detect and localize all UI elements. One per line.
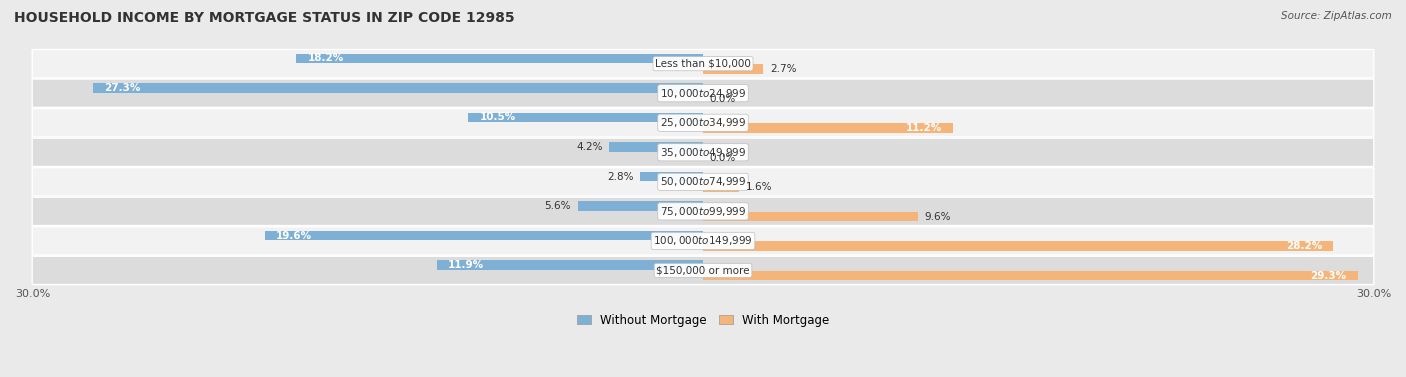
Text: 29.3%: 29.3% <box>1310 271 1347 281</box>
Text: 19.6%: 19.6% <box>276 231 312 241</box>
Text: 9.6%: 9.6% <box>924 211 950 222</box>
Text: Less than $10,000: Less than $10,000 <box>655 59 751 69</box>
Bar <box>297 54 703 63</box>
Text: $75,000 to $99,999: $75,000 to $99,999 <box>659 205 747 218</box>
Bar <box>609 142 703 152</box>
FancyBboxPatch shape <box>32 79 1374 107</box>
FancyBboxPatch shape <box>32 256 1374 285</box>
Text: 2.8%: 2.8% <box>607 172 634 181</box>
Legend: Without Mortgage, With Mortgage: Without Mortgage, With Mortgage <box>572 309 834 331</box>
Text: 10.5%: 10.5% <box>479 112 516 123</box>
Bar <box>703 64 763 74</box>
Text: 0.0%: 0.0% <box>710 153 735 162</box>
FancyBboxPatch shape <box>32 227 1374 255</box>
Bar <box>640 172 703 181</box>
FancyBboxPatch shape <box>32 138 1374 167</box>
FancyBboxPatch shape <box>32 168 1374 196</box>
Text: 4.2%: 4.2% <box>576 142 602 152</box>
Text: 11.2%: 11.2% <box>905 123 942 133</box>
Text: 27.3%: 27.3% <box>104 83 141 93</box>
Text: 5.6%: 5.6% <box>544 201 571 211</box>
Bar <box>703 123 953 133</box>
Text: $25,000 to $34,999: $25,000 to $34,999 <box>659 116 747 129</box>
Bar <box>703 182 738 192</box>
Text: $35,000 to $49,999: $35,000 to $49,999 <box>659 146 747 159</box>
Bar <box>703 271 1358 280</box>
Bar <box>468 113 703 122</box>
Text: 2.7%: 2.7% <box>770 64 797 74</box>
Text: 1.6%: 1.6% <box>745 182 772 192</box>
FancyBboxPatch shape <box>32 197 1374 225</box>
Text: $50,000 to $74,999: $50,000 to $74,999 <box>659 175 747 188</box>
Bar <box>703 212 918 221</box>
Text: 18.2%: 18.2% <box>308 54 343 63</box>
Text: HOUSEHOLD INCOME BY MORTGAGE STATUS IN ZIP CODE 12985: HOUSEHOLD INCOME BY MORTGAGE STATUS IN Z… <box>14 11 515 25</box>
Bar <box>578 201 703 211</box>
Bar <box>437 261 703 270</box>
Text: Source: ZipAtlas.com: Source: ZipAtlas.com <box>1281 11 1392 21</box>
Text: $100,000 to $149,999: $100,000 to $149,999 <box>654 234 752 247</box>
Text: $150,000 or more: $150,000 or more <box>657 265 749 276</box>
Bar <box>93 83 703 93</box>
FancyBboxPatch shape <box>32 49 1374 78</box>
Text: 0.0%: 0.0% <box>710 93 735 104</box>
Bar <box>264 231 703 240</box>
Text: 28.2%: 28.2% <box>1285 241 1322 251</box>
Text: $10,000 to $24,999: $10,000 to $24,999 <box>659 87 747 100</box>
Text: 11.9%: 11.9% <box>449 260 485 270</box>
Bar <box>703 242 1333 251</box>
FancyBboxPatch shape <box>32 109 1374 137</box>
